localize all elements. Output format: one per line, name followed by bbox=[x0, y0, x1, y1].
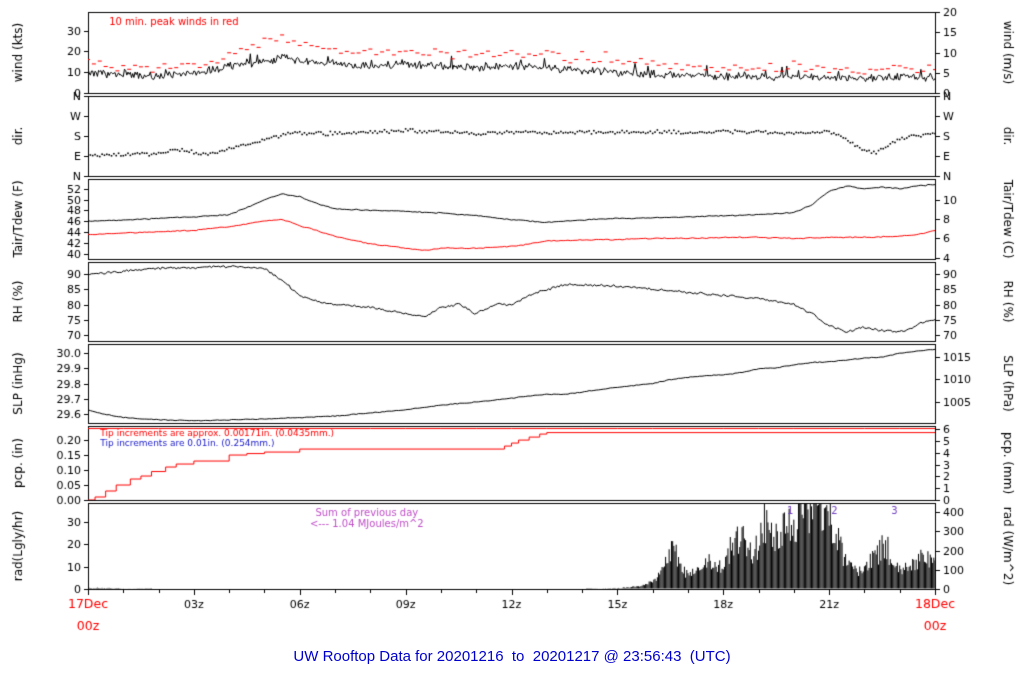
chart-title: UW Rooftop Data for 20201216 to 20201217… bbox=[293, 648, 731, 665]
